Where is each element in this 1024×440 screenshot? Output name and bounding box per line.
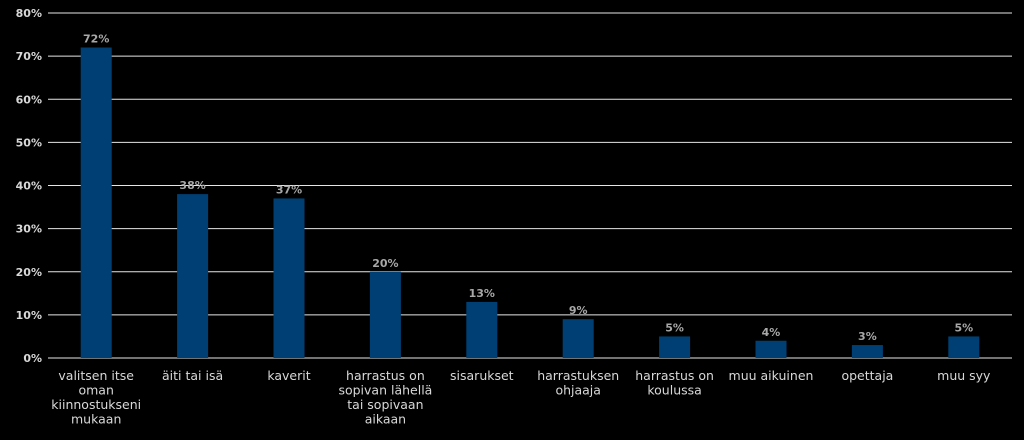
y-tick-label: 0% bbox=[23, 352, 42, 365]
category-label: kiinnostukseni bbox=[51, 397, 141, 412]
bar bbox=[177, 194, 209, 358]
bar bbox=[659, 336, 691, 358]
data-label: 38% bbox=[179, 179, 205, 192]
bars bbox=[80, 47, 980, 358]
y-tick-label: 10% bbox=[16, 309, 42, 322]
y-axis-tick-labels: 0% 10% 20% 30% 40% 50% 60% 70% 80% bbox=[16, 7, 42, 365]
category-label: koulussa bbox=[647, 383, 701, 398]
bar bbox=[755, 340, 787, 358]
gridlines bbox=[48, 12, 1012, 359]
y-tick-label: 20% bbox=[16, 266, 42, 279]
category-label: opettaja bbox=[841, 368, 893, 383]
y-tick-label: 80% bbox=[16, 7, 42, 20]
category-label: muu aikuinen bbox=[729, 368, 814, 383]
category-label: harrastuksen bbox=[537, 368, 619, 383]
bar bbox=[562, 319, 594, 358]
category-label: oman bbox=[78, 383, 113, 398]
data-label: 37% bbox=[276, 183, 302, 196]
category-label: harrastus on bbox=[635, 368, 714, 383]
y-tick-label: 30% bbox=[16, 223, 42, 236]
data-label: 3% bbox=[858, 330, 877, 343]
category-label: sisarukset bbox=[450, 368, 514, 383]
data-labels: 72% 38% 37% 20% 13% 9% 5% 4% 3% 5% bbox=[83, 33, 973, 344]
data-label: 5% bbox=[954, 321, 973, 334]
category-label: äiti tai isä bbox=[162, 368, 223, 383]
data-label: 20% bbox=[372, 257, 398, 270]
category-label: tai sopivaan bbox=[347, 397, 423, 412]
category-label: valitsen itse bbox=[58, 368, 134, 383]
bar bbox=[948, 336, 980, 358]
category-label: harrastus on bbox=[346, 368, 425, 383]
data-label: 72% bbox=[83, 33, 109, 46]
bar bbox=[273, 198, 305, 358]
y-tick-label: 70% bbox=[16, 50, 42, 63]
data-label: 4% bbox=[762, 326, 781, 339]
data-label: 13% bbox=[469, 287, 495, 300]
category-label: ohjaaja bbox=[555, 383, 601, 398]
data-label: 9% bbox=[569, 304, 588, 317]
category-label: kaverit bbox=[267, 368, 310, 383]
bar bbox=[851, 345, 883, 358]
y-tick-label: 60% bbox=[16, 93, 42, 106]
category-label: sopivan lähellä bbox=[338, 383, 432, 398]
category-label: mukaan bbox=[71, 412, 121, 427]
category-label: muu syy bbox=[937, 368, 991, 383]
data-label: 5% bbox=[665, 321, 684, 334]
category-label: aikaan bbox=[365, 412, 406, 427]
bar bbox=[369, 271, 401, 358]
bar bbox=[466, 301, 498, 358]
y-tick-label: 40% bbox=[16, 180, 42, 193]
y-tick-label: 50% bbox=[16, 136, 42, 149]
bar bbox=[80, 47, 112, 358]
